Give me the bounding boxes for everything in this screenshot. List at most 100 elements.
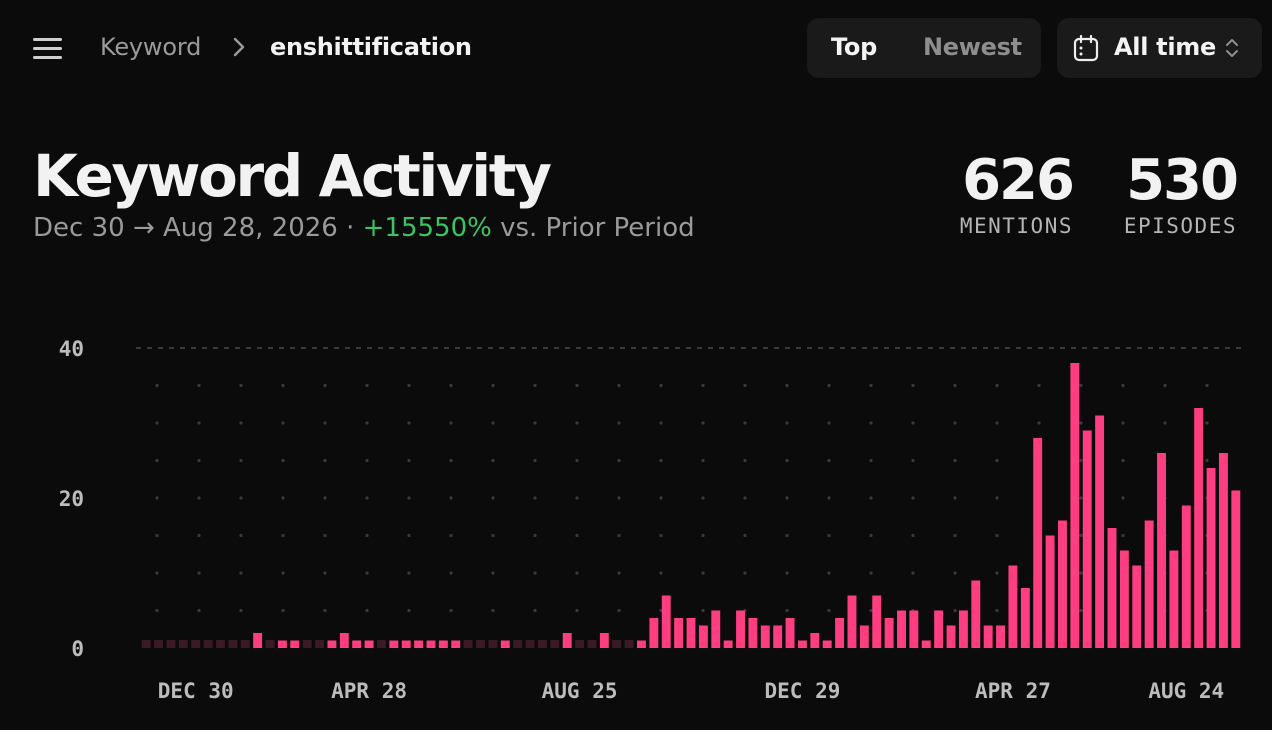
grid-dot xyxy=(1121,533,1125,538)
y-tick-label: 40 xyxy=(59,337,84,361)
sort-newest-button[interactable]: Newest xyxy=(923,33,1022,61)
bar xyxy=(1082,430,1092,648)
grid-dot xyxy=(659,421,663,425)
grid-dot xyxy=(953,421,957,425)
episodes-value: 530 xyxy=(1126,148,1239,213)
grid-dot xyxy=(701,533,705,538)
grid-dot xyxy=(365,383,369,388)
grid-dot xyxy=(533,458,537,463)
grid-dot xyxy=(617,608,621,613)
bar xyxy=(723,640,733,648)
date-from: Dec 30 xyxy=(33,213,125,243)
grid-dot xyxy=(743,458,747,463)
breadcrumb-keyword-link[interactable]: Keyword xyxy=(100,33,202,61)
grid-dot xyxy=(617,533,621,538)
grid-dot xyxy=(449,458,453,463)
bar xyxy=(339,633,349,648)
bar xyxy=(1169,550,1179,648)
grid-dot xyxy=(281,571,285,575)
bar xyxy=(599,633,609,648)
grid-dot xyxy=(197,496,201,500)
x-tick-label: AUG 25 xyxy=(542,679,618,703)
grid-dot xyxy=(155,496,159,500)
time-range-select[interactable]: All time xyxy=(1057,18,1262,78)
grid-dot xyxy=(1037,383,1041,388)
bar xyxy=(389,640,399,648)
bar xyxy=(1231,490,1241,648)
bar xyxy=(1020,588,1030,648)
bar xyxy=(760,625,770,648)
bar xyxy=(872,595,882,648)
separator-dot: · xyxy=(346,213,355,243)
grid-dot xyxy=(449,383,453,388)
grid-dot xyxy=(995,496,999,500)
grid-dot xyxy=(281,533,285,538)
grid-dot xyxy=(239,421,243,425)
grid-dot xyxy=(491,608,495,613)
grid-dot xyxy=(1163,421,1167,425)
grid-dot xyxy=(785,421,789,425)
bar-empty xyxy=(525,640,535,648)
grid-dot xyxy=(785,458,789,463)
grid-dot xyxy=(911,421,915,425)
bar xyxy=(674,618,684,648)
bar xyxy=(736,610,745,648)
grid-dot xyxy=(1079,458,1083,463)
menu-icon[interactable] xyxy=(33,38,63,60)
bar xyxy=(1107,528,1117,648)
bar-empty xyxy=(228,640,238,648)
grid-dot xyxy=(449,496,453,500)
grid-dot xyxy=(239,608,243,613)
grid-dot xyxy=(953,533,957,538)
grid-dot xyxy=(575,383,579,388)
grid-dot xyxy=(1079,421,1083,425)
grid-dot xyxy=(491,383,495,388)
bar xyxy=(562,633,572,648)
grid-dot xyxy=(533,496,537,500)
grid-dot xyxy=(869,608,873,613)
bar-empty xyxy=(141,640,151,648)
grid-dot xyxy=(743,496,747,500)
bar xyxy=(401,640,411,648)
bar xyxy=(748,618,758,648)
top-bar: Keyword enshittification Top Newest All … xyxy=(0,0,1272,96)
grid-dot xyxy=(995,608,999,613)
bar xyxy=(847,595,857,648)
bar xyxy=(649,618,659,648)
mentions-stat: 626 MENTIONS xyxy=(960,150,1075,239)
grid-dot xyxy=(827,458,831,463)
grid-dot xyxy=(281,458,285,463)
arrow-right-icon: → xyxy=(132,213,155,243)
grid-dot xyxy=(659,571,663,575)
y-tick-label: 20 xyxy=(59,487,84,511)
grid-dot xyxy=(155,458,159,463)
grid-dot xyxy=(449,421,453,425)
grid-dot xyxy=(785,608,789,613)
grid-dot xyxy=(197,571,201,575)
x-tick-label: DEC 30 xyxy=(158,679,234,703)
grid-dot xyxy=(407,496,411,500)
grid-dot xyxy=(701,496,705,500)
grid-dot xyxy=(323,571,327,575)
grid-dot xyxy=(1121,383,1125,388)
grid-dot xyxy=(1163,383,1167,388)
grid-dot xyxy=(659,496,663,500)
bar xyxy=(859,625,869,648)
bar xyxy=(934,610,944,648)
bar xyxy=(797,640,807,648)
bar xyxy=(698,625,708,648)
x-tick-label: APR 27 xyxy=(975,679,1051,703)
x-tick-label: DEC 29 xyxy=(765,679,841,703)
grid-dot xyxy=(155,421,159,425)
page-title: Keyword Activity xyxy=(33,142,552,210)
grid-dot xyxy=(1079,383,1083,388)
grid-dot xyxy=(407,571,411,575)
grid-dot xyxy=(1205,421,1209,425)
sort-top-button[interactable]: Top xyxy=(831,33,877,61)
grid-dot xyxy=(869,496,873,500)
grid-dot xyxy=(827,496,831,500)
grid-dot xyxy=(617,421,621,425)
bar xyxy=(946,625,956,648)
bar xyxy=(686,618,696,648)
bars xyxy=(141,363,1241,648)
